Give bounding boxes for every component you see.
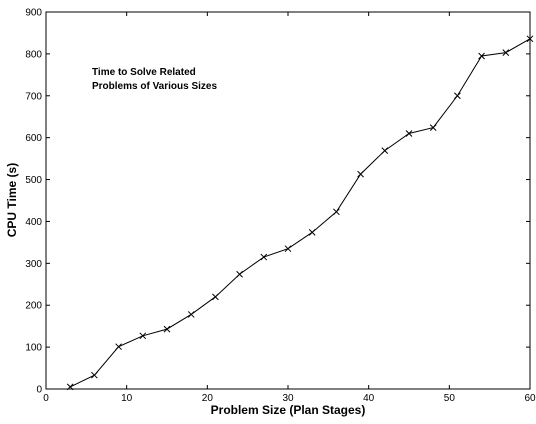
annotation-line-1: Time to Solve Related: [92, 67, 196, 78]
data-point-marker: [212, 293, 219, 301]
data-point-marker: [526, 35, 534, 43]
data-point-marker: [139, 332, 147, 340]
y-tick-label: 700: [25, 91, 42, 102]
data-point-marker: [163, 325, 171, 333]
y-tick-label: 200: [25, 301, 42, 312]
data-point-marker: [284, 245, 292, 253]
x-tick-label: 50: [444, 393, 456, 404]
data-point-marker: [502, 49, 510, 56]
x-axis-label: Problem Size (Plan Stages): [211, 403, 366, 417]
y-tick-label: 400: [25, 217, 42, 228]
y-tick-label: 500: [25, 175, 42, 186]
data-point-marker: [308, 228, 316, 236]
data-point-marker: [91, 371, 98, 379]
x-tick-label: 10: [121, 393, 133, 404]
y-tick-label: 900: [25, 8, 42, 19]
y-tick-label: 100: [25, 343, 42, 354]
data-point-marker: [357, 170, 364, 178]
annotation-line-2: Problems of Various Sizes: [92, 81, 217, 92]
data-point-marker: [429, 124, 437, 131]
data-point-marker: [478, 52, 485, 60]
y-tick-label: 300: [25, 259, 42, 270]
series-line: [69, 38, 531, 388]
data-point-marker: [187, 311, 195, 318]
x-tick-label: 0: [43, 393, 49, 404]
data-point-marker: [236, 270, 243, 278]
data-point-marker: [66, 383, 74, 391]
data-point-marker: [115, 343, 122, 351]
data-point-marker: [454, 92, 461, 100]
data-point-marker: [381, 147, 389, 155]
data-point-marker: [405, 130, 413, 137]
y-tick-label: 600: [25, 133, 42, 144]
y-axis-label: CPU Time (s): [5, 163, 19, 237]
y-tick-label: 800: [25, 49, 42, 60]
x-tick-label: 20: [202, 393, 214, 404]
x-tick-label: 30: [282, 393, 294, 404]
data-point-marker: [333, 208, 340, 216]
y-tick-label: 0: [36, 385, 42, 396]
x-tick-label: 40: [363, 393, 375, 404]
data-point-marker: [260, 253, 268, 261]
x-tick-label: 60: [524, 393, 536, 404]
